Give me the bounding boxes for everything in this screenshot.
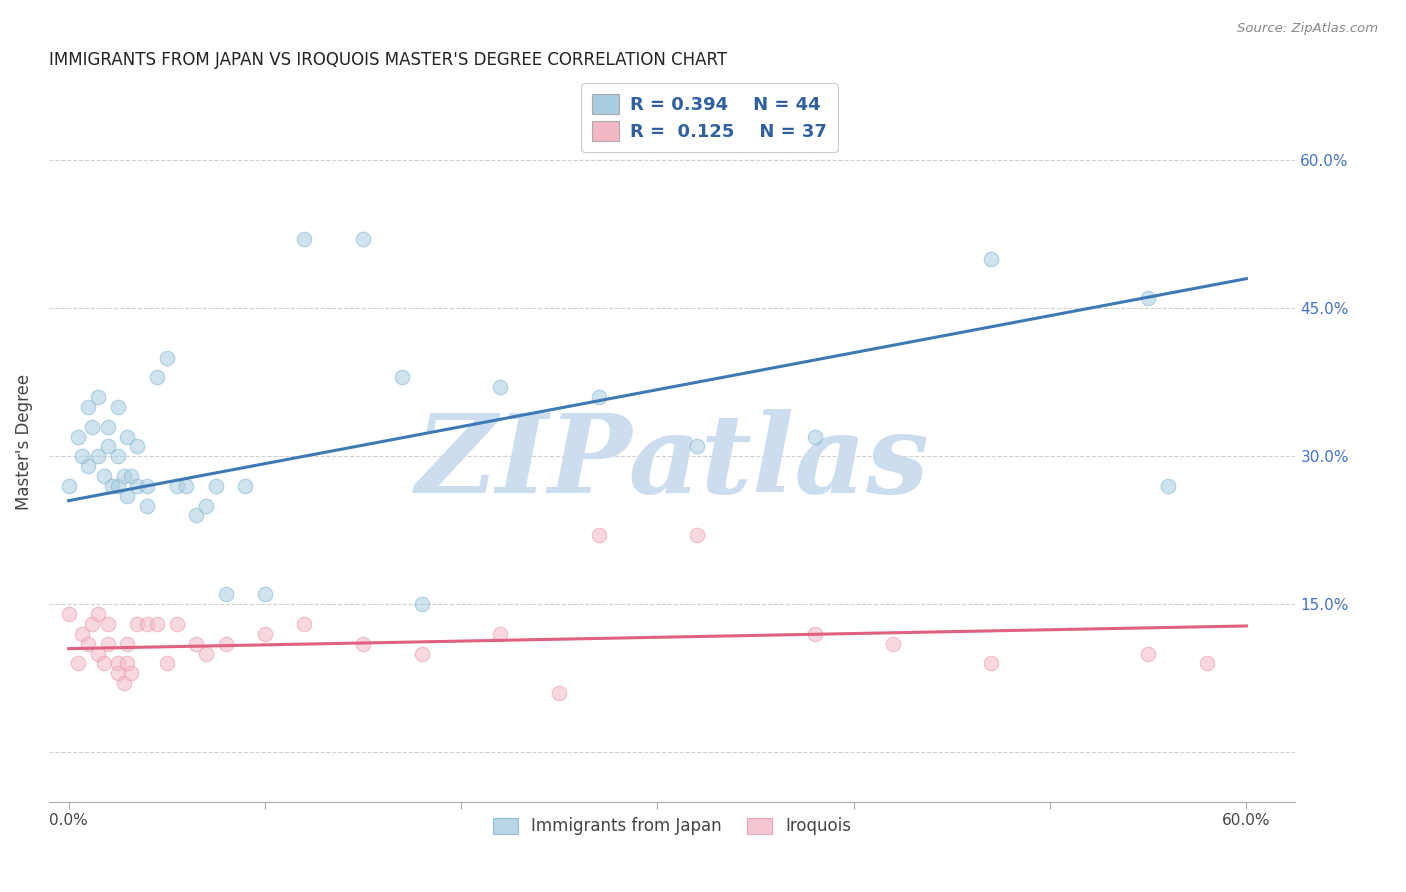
Point (980, 657, 1002, 671)
Point (411, 597, 433, 611)
Point (166, 479, 188, 493)
Point (93, 469, 115, 483)
Point (120, 666, 142, 681)
Point (72, 450, 94, 464)
Legend: Immigrants from Japan, Iroquois: Immigrants from Japan, Iroquois (485, 809, 859, 844)
Point (77, 400, 100, 414)
Point (803, 429, 825, 443)
Point (1137, 647, 1160, 661)
Point (117, 657, 139, 671)
Point (77, 637, 100, 651)
Point (112, 676, 135, 690)
Point (97, 439, 120, 453)
Point (186, 637, 208, 651)
Point (156, 657, 179, 671)
Text: IMMIGRANTS FROM JAPAN VS IROQUOIS MASTER'S DEGREE CORRELATION CHART: IMMIGRANTS FROM JAPAN VS IROQUOIS MASTER… (49, 51, 727, 69)
Point (1197, 657, 1219, 671)
Point (93, 657, 115, 671)
Point (156, 351, 179, 365)
Point (205, 479, 228, 493)
Point (77, 459, 100, 474)
Point (489, 627, 512, 641)
Point (686, 528, 709, 542)
Point (686, 439, 709, 453)
Point (127, 617, 149, 632)
Point (87, 450, 110, 464)
Point (67, 429, 90, 443)
Point (214, 587, 236, 601)
Point (980, 252, 1002, 266)
Y-axis label: Master's Degree: Master's Degree (15, 374, 32, 509)
Point (233, 479, 256, 493)
Point (127, 479, 149, 493)
Point (411, 647, 433, 661)
Point (588, 528, 610, 542)
Point (489, 380, 512, 394)
Point (1157, 479, 1180, 493)
Point (72, 627, 94, 641)
Point (67, 657, 90, 671)
Point (292, 232, 315, 246)
Point (166, 617, 188, 632)
Point (117, 637, 139, 651)
Point (107, 450, 129, 464)
Point (146, 617, 169, 632)
Point (112, 469, 135, 483)
Point (352, 232, 374, 246)
Point (97, 617, 120, 632)
Point (391, 370, 413, 384)
Point (146, 370, 169, 384)
Point (82, 419, 104, 434)
Point (186, 508, 208, 523)
Point (120, 469, 142, 483)
Point (1137, 292, 1160, 306)
Point (882, 637, 904, 651)
Point (107, 479, 129, 493)
Point (97, 637, 120, 651)
Point (548, 686, 571, 700)
Point (136, 499, 159, 513)
Point (136, 617, 159, 632)
Point (803, 627, 825, 641)
Point (87, 390, 110, 404)
Point (101, 479, 124, 493)
Text: ZIPatlas: ZIPatlas (415, 409, 929, 516)
Point (87, 647, 110, 661)
Point (127, 439, 149, 453)
Point (107, 400, 129, 414)
Point (292, 617, 315, 632)
Point (58, 607, 80, 621)
Point (117, 429, 139, 443)
Point (195, 647, 218, 661)
Point (214, 637, 236, 651)
Point (136, 479, 159, 493)
Point (117, 489, 139, 503)
Point (107, 666, 129, 681)
Point (58, 479, 80, 493)
Point (195, 499, 218, 513)
Text: Source: ZipAtlas.com: Source: ZipAtlas.com (1237, 22, 1378, 36)
Point (82, 617, 104, 632)
Point (107, 657, 129, 671)
Point (253, 627, 276, 641)
Point (352, 637, 374, 651)
Point (253, 587, 276, 601)
Point (97, 419, 120, 434)
Point (176, 479, 198, 493)
Point (588, 390, 610, 404)
Point (87, 607, 110, 621)
